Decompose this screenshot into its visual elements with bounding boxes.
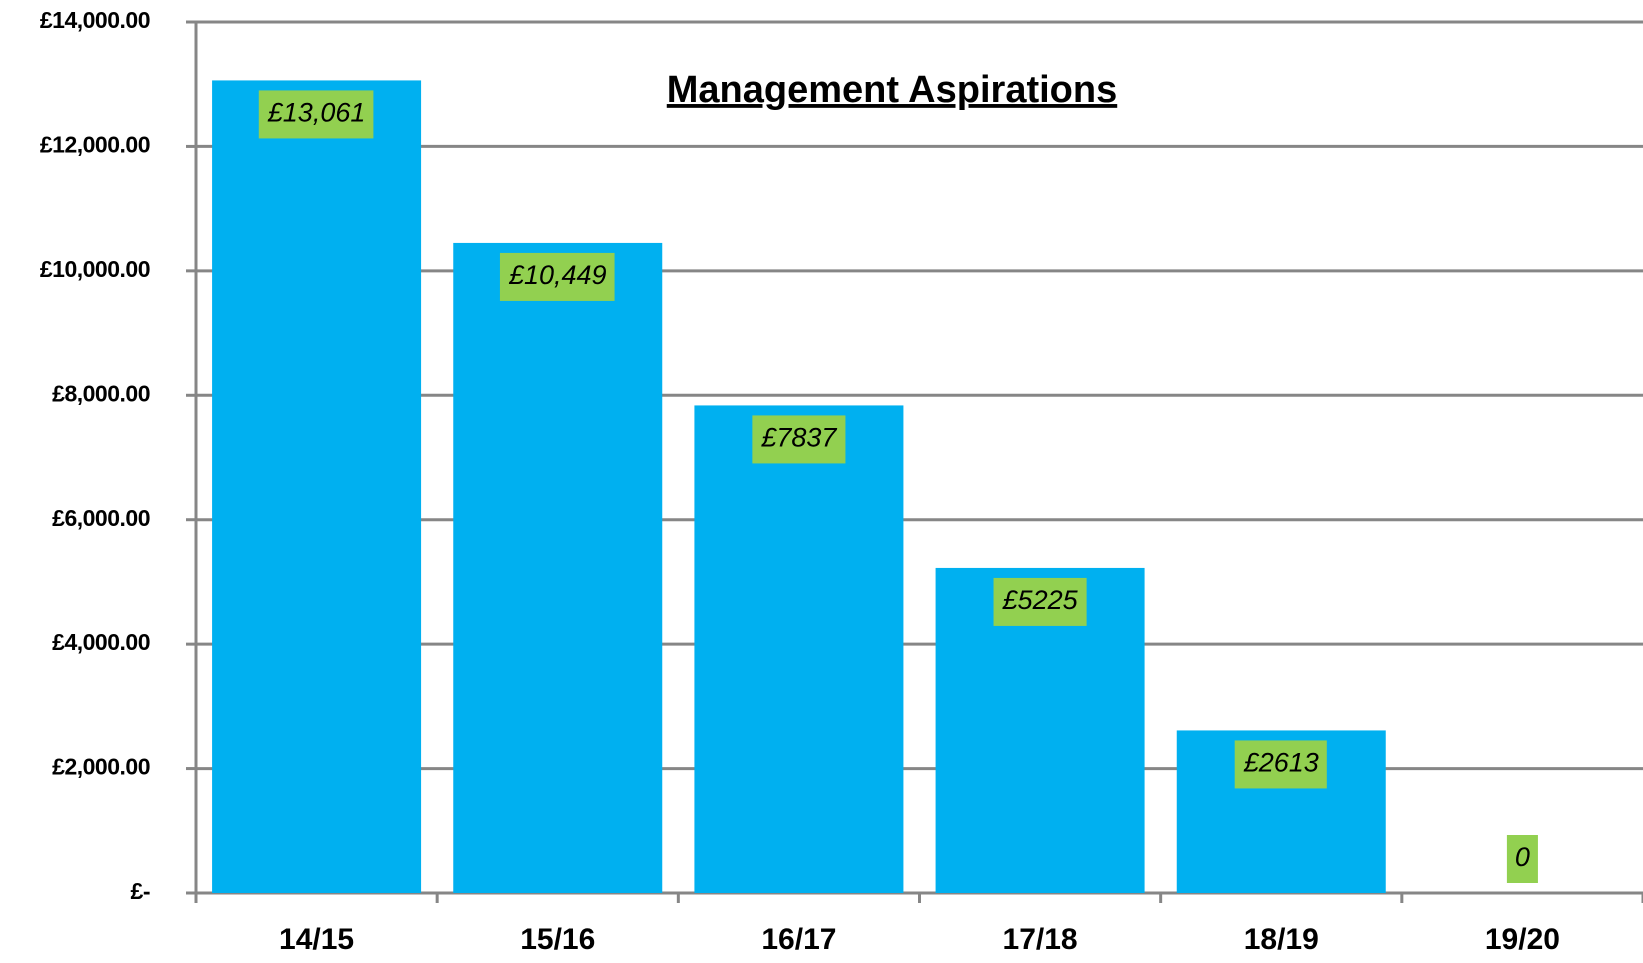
y-tick-label: £2,000.00 (52, 754, 150, 780)
chart-title: Management Aspirations (667, 69, 1117, 111)
bar (212, 80, 422, 894)
grid (186, 20, 1643, 903)
x-tick-label: 19/20 (1485, 923, 1560, 956)
x-tick-label: 17/18 (1003, 923, 1078, 956)
value-label: £13,061 (267, 98, 366, 128)
value-label-box (1506, 835, 1538, 883)
value-label-box (993, 577, 1087, 626)
x-tick-label: 18/19 (1244, 923, 1319, 956)
x-tick-label: 14/15 (279, 923, 354, 956)
value-label-box (499, 252, 615, 301)
y-tick-label: £4,000.00 (52, 629, 150, 655)
y-tick-label: £12,000.00 (40, 132, 150, 158)
value-label-box (1234, 740, 1327, 789)
value-label: 0 (1515, 842, 1530, 872)
bars (212, 80, 1386, 894)
value-label: £7837 (760, 423, 837, 453)
value-label: £5225 (1002, 585, 1079, 615)
y-tick-label: £6,000.00 (52, 505, 150, 531)
value-label: £2613 (1243, 748, 1319, 778)
bar (694, 405, 904, 893)
x-tick-label: 15/16 (520, 923, 595, 956)
value-label-box (752, 415, 846, 464)
x-tick-label: 16/17 (761, 923, 836, 956)
y-tick-label: £10,000.00 (40, 256, 150, 282)
y-tick-label: £14,000.00 (40, 7, 150, 33)
value-label-box (258, 90, 374, 139)
y-tick-label: £8,000.00 (52, 380, 150, 406)
y-tick-label: £- (131, 878, 150, 904)
value-label: £10,449 (508, 260, 607, 290)
bar (453, 242, 663, 894)
